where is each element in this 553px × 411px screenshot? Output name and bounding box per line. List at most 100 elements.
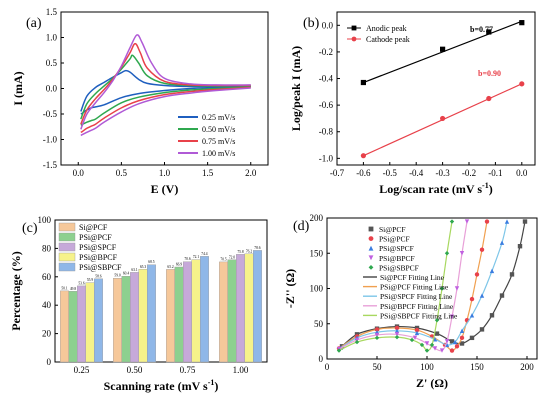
panel-c-bar-label-0-3: 70.5: [220, 257, 226, 261]
panel-d-point-2-9: [469, 313, 475, 318]
panel-c-bar-label-3-2: 72.1: [193, 255, 199, 259]
panel-d-legend-marker-1: [368, 236, 374, 242]
panel-c-bar-label-0-0: 50.1: [61, 286, 67, 290]
panel-b-frame: [336, 11, 536, 166]
panel-c-legend-swatch-2: [58, 242, 76, 252]
panel-d-legend-marker-4: [368, 265, 374, 270]
panel-b-point-0-0: [360, 79, 366, 86]
panel-a-series-0-anodic: [80, 69, 251, 112]
panel-b-point-0-3: [519, 20, 525, 26]
panel-c-category-label-0: 0.25: [74, 365, 90, 375]
panel-d-point-4-11: [449, 219, 455, 224]
panel-d-point-3-3: [394, 332, 400, 337]
panel-d-legend-label-3: PSi@BPCF: [379, 254, 415, 263]
panel-d-point-2-13: [504, 219, 510, 224]
panel-a-legend-label-1: 0.50 mV/s: [202, 125, 235, 134]
panel-c-bar-3-0: [85, 282, 95, 363]
panel-a-yaxis-ticklabel-2: -0.5: [43, 109, 58, 119]
panel-d-tag: (d): [293, 219, 310, 234]
panel-c-legend-swatch-1: [58, 232, 76, 242]
panel-c-bar-0-0: [60, 290, 69, 363]
panel-c-yaxis-ticklabel-5: 100: [38, 215, 52, 225]
panel-c-category-label-1: 0.50: [127, 365, 143, 375]
panel-d-fit-line-2: [340, 221, 508, 349]
panel-d-yaxis-ticklabel-3: 150: [310, 248, 324, 258]
panel-c-bar-label-1-1: 60.4: [123, 272, 129, 276]
panel-b-legend-marker-1: [351, 36, 357, 42]
panel-c-bar-4-2: [200, 256, 209, 363]
panel-c-yaxis-ticklabel-2: 40: [42, 300, 52, 310]
panel-a-yaxis-ticklabel-4: 0.5: [46, 58, 58, 68]
panel-d-point-3-10: [454, 286, 460, 291]
panel-a-legend-label-2: 0.75 mV/s: [202, 137, 235, 146]
panel-c-bar-label-2-0: 53.6: [78, 281, 84, 285]
panel-c-yaxis-ticklabel-4: 80: [42, 243, 52, 253]
panel-c-bar-label-3-3: 76.2: [246, 249, 252, 253]
panel-c-bar-1-2: [174, 266, 184, 363]
panel-d-point-4-8: [434, 318, 440, 323]
panel-d-point-1-14: [484, 219, 490, 224]
panel-a-yaxis-ticklabel-6: 1.5: [46, 7, 58, 17]
panel-b-yaxis-ticklabel-2: -0.6: [319, 100, 334, 110]
panel-d-point-0-5: [434, 331, 440, 336]
panel-c-bar-2-2: [183, 261, 192, 363]
panel-b-xaxis-ticklabel-1: -0.6: [356, 168, 371, 178]
panel-c-bar-label-2-3: 75.8: [237, 250, 243, 254]
panel-b-legend-label-0: Anodic peak: [366, 24, 407, 33]
panel-c-bar-label-4-1: 68.5: [148, 260, 154, 264]
panel-c-bar-1-3: [227, 259, 237, 363]
panel-c-bar-label-4-3: 78.6: [254, 246, 260, 250]
panel-d-xlabel: Z' (Ω): [416, 376, 448, 390]
panel-c-bar-label-3-0: 55.9: [87, 278, 93, 282]
panel-d-point-1-9: [459, 335, 465, 341]
panel-d-point-1-3: [394, 325, 400, 331]
panel-d-yaxis-ticklabel-4: 200: [310, 213, 324, 223]
panel-d-legend-label-4: PSi@SBPCF: [379, 263, 419, 272]
panel-d-point-3-8: [444, 339, 450, 344]
panel-b-point-0-1: [440, 46, 446, 52]
panel-d-point-2-3: [394, 328, 400, 333]
panel-a-yaxis-ticklabel-0: -1.5: [43, 160, 58, 170]
panel-b-point-1-0: [360, 153, 366, 159]
panel-d-point-1-8: [454, 344, 460, 349]
panel-a-yaxis-ticklabel-3: 0.0: [46, 84, 58, 94]
panel-c-bar-label-1-3: 72.0: [229, 255, 235, 259]
panel-c-frame: [54, 219, 268, 363]
panel-d-point-4-0: [336, 348, 342, 353]
panel-a-ylabel: I (mA): [11, 71, 25, 105]
panel-d-point-1-2: [374, 327, 380, 332]
panel-d-point-3-2: [374, 332, 380, 338]
panel-d-point-0-10: [489, 313, 495, 318]
panel-c-legend-swatch-4: [58, 262, 76, 272]
panel-d-legend-marker-2: [368, 245, 374, 251]
panel-c-category-label-3: 1.00: [233, 365, 249, 375]
panel-d-point-0-14: [522, 219, 528, 224]
panel-a-xlabel: E (V): [151, 182, 179, 196]
panel-d-point-4-9: [439, 286, 445, 291]
panel-d-point-4-2: [374, 335, 380, 341]
panel-c-bar-label-2-1: 63.1: [131, 268, 137, 272]
panel-c-bar-3-1: [138, 269, 148, 363]
panel-b-annotation-0: b=0.77: [470, 25, 493, 34]
panel-d-legend-label-1: PSi@PCF: [379, 235, 410, 244]
panel-d-point-1-13: [479, 247, 485, 252]
panel-c-bar-2-1: [130, 272, 139, 363]
panel-b-yaxis-ticklabel-3: -0.4: [319, 74, 334, 84]
panel-d-plot-area: [336, 219, 528, 353]
panel-a-xaxis-ticklabel-3: 1.5: [202, 168, 214, 178]
panel-b-xaxis-ticklabel-6: -0.1: [488, 168, 502, 178]
panel-d-legend-fit-label-0: Si@PCF Fitting Line: [380, 273, 445, 282]
panel-a-yaxis-ticklabel-1: -1.0: [43, 135, 58, 145]
panel-a-xaxis-ticklabel-4: 2.0: [245, 168, 257, 178]
panel-d-point-3-6: [432, 346, 438, 351]
panel-c-bar-label-1-0: 49.8: [70, 287, 76, 291]
panel-c-bar-label-0-1: 59.0: [114, 274, 120, 278]
panel-d-point-0-8: [469, 335, 475, 341]
panel-b-xaxis-ticklabel-3: -0.4: [409, 168, 424, 178]
panel-d-yaxis-ticklabel-0: 0: [319, 354, 324, 364]
panel-b-point-1-2: [486, 95, 492, 102]
panel-a-tag: (a): [26, 16, 42, 31]
panel-b-yaxis-ticklabel-5: 0.0: [322, 20, 334, 30]
panel-c-yaxis-ticklabel-1: 20: [42, 329, 52, 339]
